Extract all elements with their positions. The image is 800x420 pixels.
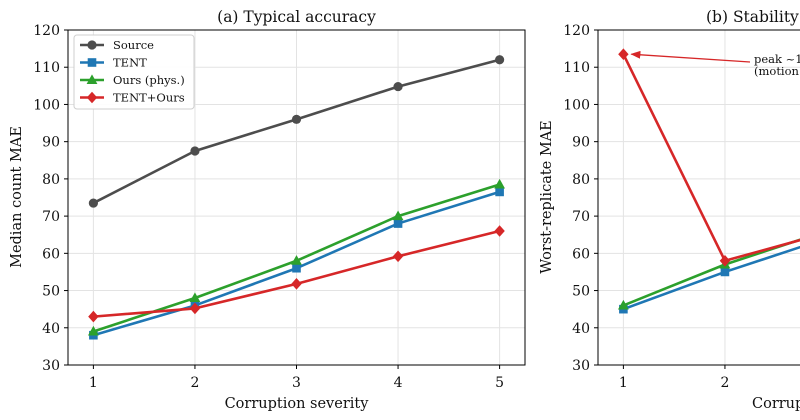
legend-swatch-marker <box>86 91 98 104</box>
data-point-source <box>88 198 98 208</box>
panel-b-ticks: 1 2 30 40 50 60 70 80 90 100 110 120 <box>563 23 729 391</box>
data-point-tent-ours <box>189 302 201 315</box>
legend-label: TENT+Ours <box>113 91 185 105</box>
panel-a-frame <box>67 29 526 366</box>
data-point-tent-ours <box>88 310 99 323</box>
data-point-tent-ours <box>719 254 731 267</box>
series-tent-ours <box>618 48 800 267</box>
legend-label: Ours (phys.) <box>113 73 185 87</box>
data-point-ours-phys <box>392 210 404 221</box>
x-tick-label: 2 <box>720 375 729 391</box>
x-tick-label: 1 <box>89 375 98 391</box>
y-tick-label: 60 <box>42 246 60 262</box>
annotation-text: (motion <box>754 64 800 78</box>
legend-entry-source: Source <box>80 38 154 52</box>
y-tick-label: 70 <box>42 209 60 225</box>
x-tick-label: 1 <box>619 375 628 391</box>
data-point-tent <box>393 219 403 228</box>
panel-a-x-axis-label: Corruption severity <box>225 396 370 412</box>
data-point-source <box>393 81 403 92</box>
panel-b: (b) Stability Corrup Worst-replicate MAE… <box>539 8 800 412</box>
y-tick-label: 100 <box>33 97 60 113</box>
x-tick-label: 4 <box>394 375 403 391</box>
x-tick-label: 3 <box>292 375 301 391</box>
y-tick-label: 90 <box>42 135 60 151</box>
legend-entry-tent: TENT <box>80 56 147 70</box>
legend-swatch-marker <box>87 58 97 67</box>
y-tick-label: 110 <box>33 60 60 76</box>
data-point-tent <box>720 267 730 277</box>
panel-a-ticks: 1 2 3 4 5 30 40 50 60 70 80 90 100 110 120 <box>33 23 504 391</box>
x-tick-label: 5 <box>495 375 504 391</box>
series-ours-phys <box>87 178 506 336</box>
series-ours-phys <box>617 238 800 310</box>
y-tick-label: 120 <box>33 23 60 39</box>
data-point-tent <box>495 187 504 197</box>
data-point-ours-phys <box>291 255 302 265</box>
panel-b-grid <box>598 29 800 366</box>
legend-label: TENT <box>113 56 147 70</box>
data-point-tent <box>292 263 301 273</box>
legend-label: Source <box>113 38 154 52</box>
y-tick-label: 30 <box>572 358 590 374</box>
y-tick-label: 100 <box>563 97 590 113</box>
panel-b-x-axis-label: Corrup <box>752 396 800 412</box>
y-tick-label: 70 <box>572 209 590 225</box>
data-point-tent-ours <box>618 48 629 60</box>
y-tick-label: 60 <box>572 246 590 262</box>
data-point-ours-phys <box>494 178 506 189</box>
y-tick-label: 80 <box>42 172 60 188</box>
series-tent-ours <box>88 225 505 323</box>
panel-a: (a) Typical accuracy Corruption severity… <box>9 8 526 412</box>
x-tick-label: 2 <box>190 375 199 391</box>
legend-entry-ours-phys: Ours (phys.) <box>80 73 185 87</box>
data-point-source <box>291 114 302 124</box>
legend-swatch-marker <box>86 74 98 84</box>
panel-b-title: (b) Stability <box>706 8 799 26</box>
y-tick-label: 110 <box>563 60 590 76</box>
data-point-tent-ours <box>494 225 505 237</box>
series-tent <box>619 245 800 314</box>
panel-b-annotation: peak ~1(motion <box>630 50 800 78</box>
legend-box <box>73 34 195 110</box>
annotation-text: peak ~1 <box>754 52 800 66</box>
data-point-ours-phys <box>87 325 99 336</box>
legend-swatch-marker <box>87 40 97 50</box>
data-point-tent-ours <box>291 278 302 290</box>
data-point-source <box>495 55 505 65</box>
legend: Source TENT Ours (phys.) TENT+Ours <box>73 34 195 110</box>
annotation-arrow <box>630 50 751 63</box>
data-point-ours-phys <box>617 299 629 310</box>
y-tick-label: 40 <box>42 321 60 337</box>
panel-a-series <box>87 55 506 340</box>
y-tick-label: 80 <box>572 172 590 188</box>
y-tick-label: 40 <box>572 321 590 337</box>
panel-b-series <box>617 48 800 314</box>
data-point-source <box>190 146 200 156</box>
data-point-ours-phys <box>189 292 201 302</box>
panel-a-title: (a) Typical accuracy <box>217 8 376 26</box>
series-line-tent-ours <box>622 53 800 263</box>
legend-entry-tent-ours: TENT+Ours <box>80 91 185 105</box>
panel-b-y-axis-label: Worst-replicate MAE <box>539 120 555 274</box>
y-tick-label: 90 <box>572 135 590 151</box>
y-tick-label: 50 <box>572 284 590 300</box>
series-source <box>88 55 505 208</box>
panel-a-y-axis-label: Median count MAE <box>9 126 25 268</box>
y-tick-label: 50 <box>42 284 60 300</box>
data-point-tent-ours <box>392 250 404 263</box>
y-tick-label: 30 <box>42 358 60 374</box>
series-line-ours-phys <box>622 238 800 307</box>
y-tick-label: 120 <box>563 23 590 39</box>
